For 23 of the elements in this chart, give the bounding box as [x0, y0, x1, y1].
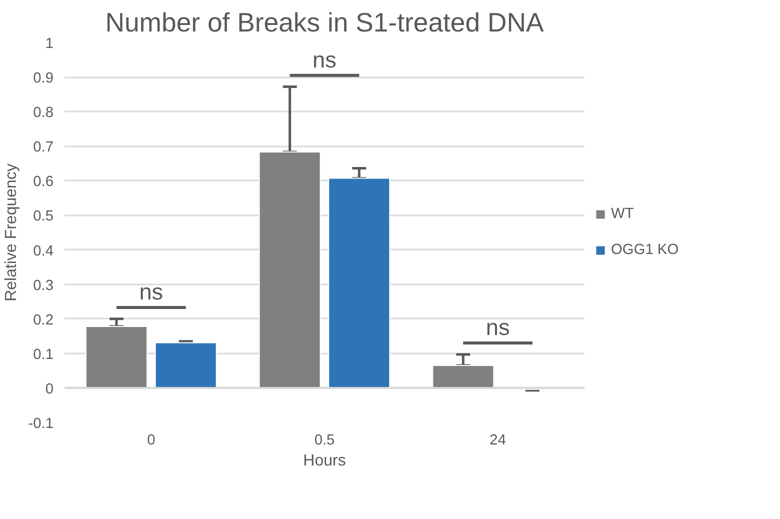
y-axis-title: Relative Frequency: [3, 164, 20, 302]
y-tick-label: 0.9: [33, 70, 54, 87]
legend-label: OGG1 KO: [611, 242, 679, 258]
annotation: ns: [312, 46, 336, 72]
y-tick-label: 0.6: [33, 174, 54, 190]
y-tick-label: -0.1: [28, 416, 54, 432]
y-tick-label: 0.4: [33, 243, 54, 260]
annotation: ns: [486, 314, 510, 340]
x-tick-label: 0: [147, 432, 156, 448]
y-tick-label: 0.7: [33, 140, 54, 156]
annotation: ns: [139, 278, 164, 304]
y-tick-label: 0.1: [33, 346, 54, 363]
y-tick-label: 0.3: [33, 278, 54, 294]
y-tick-label: 1: [45, 36, 54, 52]
y-tick-label: 0.8: [33, 105, 54, 122]
legend-label: WT: [611, 206, 634, 222]
y-tick-label: 0.5: [33, 208, 54, 225]
y-tick-label: 0: [45, 381, 54, 398]
x-tick-label: 24: [490, 432, 506, 448]
y-tick-label: 0.2: [33, 312, 54, 328]
chart-title: Number of Breaks in S1-treated DNA: [105, 8, 544, 38]
x-tick-label: 0.5: [314, 432, 335, 448]
x-axis-title: Hours: [303, 452, 346, 470]
